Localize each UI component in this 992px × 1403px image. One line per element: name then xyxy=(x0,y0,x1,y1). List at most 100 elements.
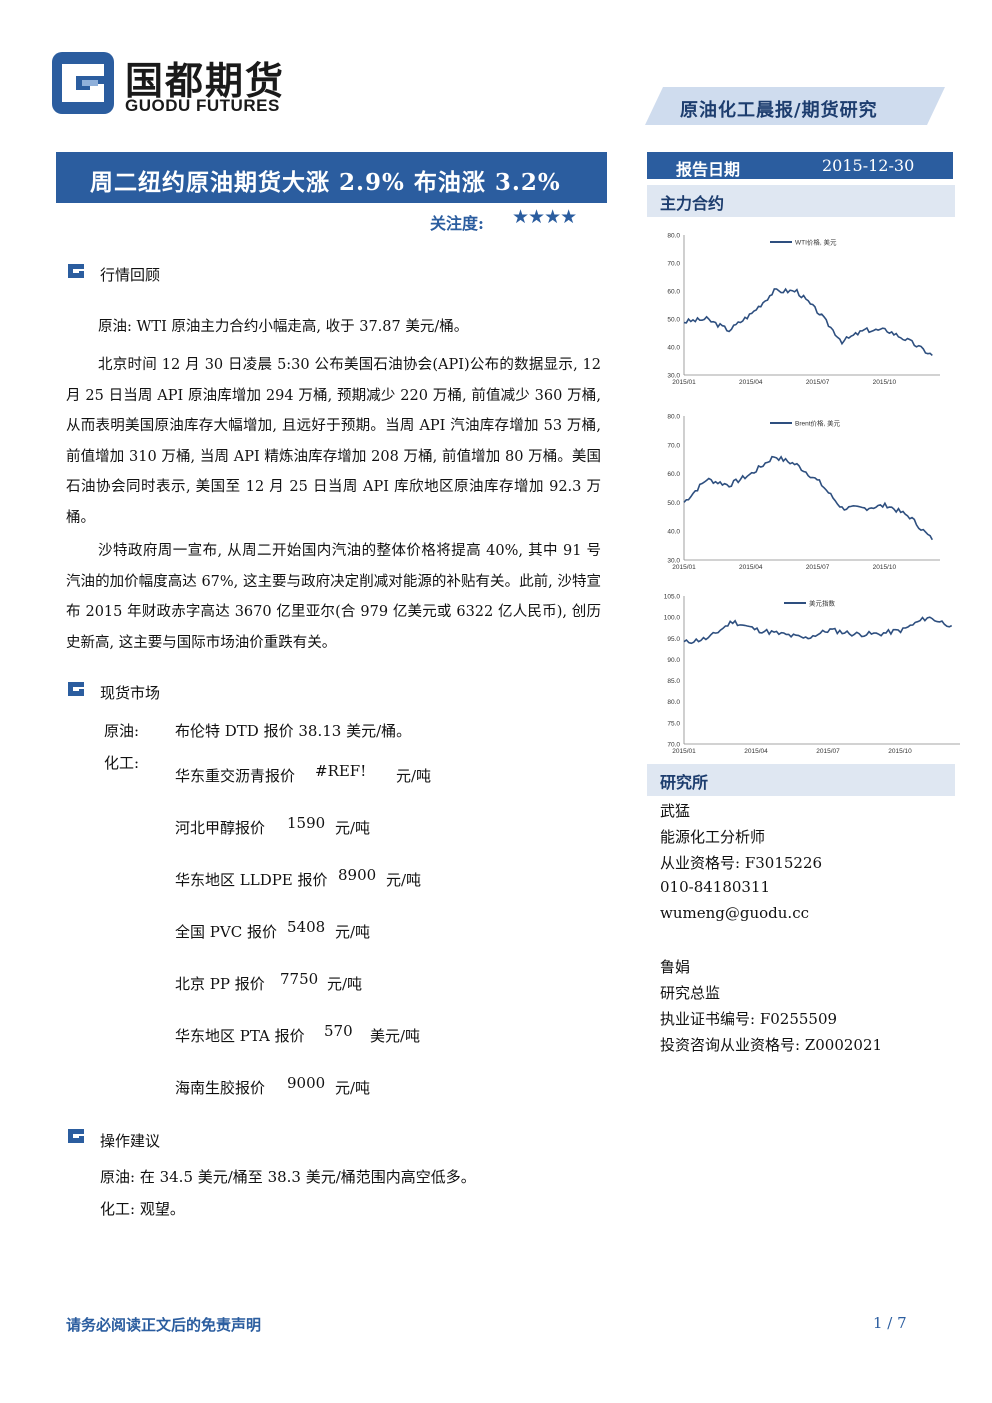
spot-chem-label: 化工: xyxy=(104,754,140,772)
x-tick-label: 2015/10 xyxy=(888,748,912,755)
spot-item-value: 5408 xyxy=(287,918,326,936)
section-title-spot: 现货市场 xyxy=(100,684,161,702)
report-type-banner xyxy=(645,87,945,125)
spot-item-value: 9000 xyxy=(287,1074,326,1092)
review-para-2: 北京时间 12 月 30 日凌晨 5:30 公布美国石油协会(API)公布的数据… xyxy=(66,357,601,526)
report-date-label: 报告日期 xyxy=(676,160,741,179)
page-number: 1 / 7 xyxy=(873,1314,907,1332)
analyst-1-email[interactable]: wumeng@guodu.cc xyxy=(660,904,809,922)
x-tick-label: 2015/07 xyxy=(816,748,840,755)
spot-item-unit: 元/吨 xyxy=(396,767,432,785)
x-tick-label: 2015/04 xyxy=(739,379,763,386)
section-bullet-icon xyxy=(68,682,84,696)
research-title: 研究所 xyxy=(660,773,709,792)
x-tick-label: 2015/01 xyxy=(672,748,696,755)
spot-item-unit: 美元/吨 xyxy=(370,1027,421,1045)
y-tick-label: 85.0 xyxy=(667,678,680,685)
y-tick-label: 70.0 xyxy=(667,442,680,449)
focus-label: 关注度: xyxy=(430,214,484,233)
y-tick-label: 60.0 xyxy=(667,471,680,478)
spot-crude-text: 布伦特 DTD 报价 38.13 美元/桶。 xyxy=(175,722,412,740)
y-tick-label: 70.0 xyxy=(667,261,680,268)
legend-label: Brent价格, 美元 xyxy=(795,419,841,428)
report-date-value: 2015-12-30 xyxy=(822,156,915,175)
x-tick-label: 2015/07 xyxy=(806,379,830,386)
section-bullet-icon xyxy=(68,1129,84,1143)
spot-crude-label: 原油: xyxy=(104,722,140,740)
spot-item-name: 华东重交沥青报价 xyxy=(175,767,296,785)
focus-stars: ★★★★ xyxy=(512,206,577,228)
spot-item-value: 7750 xyxy=(280,970,319,988)
spot-item-name: 河北甲醇报价 xyxy=(175,819,266,837)
disclaimer-link[interactable]: 请务必阅读正文后的免责声明 xyxy=(66,1316,262,1334)
spot-item-name: 全国 PVC 报价 xyxy=(175,923,277,941)
logo-text-en: GUODU FUTURES xyxy=(125,96,280,115)
section-title-advice: 操作建议 xyxy=(100,1132,161,1150)
x-tick-label: 2015/04 xyxy=(739,564,763,571)
spot-item-name: 北京 PP 报价 xyxy=(175,975,265,993)
section-title-review: 行情回顾 xyxy=(100,266,161,284)
spot-item-value: 1590 xyxy=(287,814,326,832)
logo-text-cn: 国都期货 xyxy=(125,59,286,103)
analyst-1-title: 能源化工分析师 xyxy=(660,828,766,846)
main-contract-header xyxy=(647,185,955,217)
legend-label: 美元指数 xyxy=(809,599,836,608)
spot-item-name: 华东地区 PTA 报价 xyxy=(175,1027,305,1045)
series-line xyxy=(683,287,933,356)
research-header xyxy=(647,764,955,796)
series-line xyxy=(683,616,953,645)
guodu-logo-icon xyxy=(52,52,114,114)
wti-price-chart: 30.0 40.0 50.0 60.0 70.0 80.0 2015/01 2015/04 20… xyxy=(667,233,940,386)
spot-item-unit: 元/吨 xyxy=(327,975,363,993)
y-tick-label: 90.0 xyxy=(667,657,680,664)
main-contract-title: 主力合约 xyxy=(660,194,725,213)
report-type-text: 原油化工晨报/期货研究 xyxy=(680,100,878,121)
analyst-2-cert: 执业证书编号: F0255509 xyxy=(660,1010,838,1028)
spot-item-value: 8900 xyxy=(338,866,377,884)
y-tick-label: 80.0 xyxy=(667,233,680,240)
report-date-bar xyxy=(647,152,953,179)
y-tick-label: 50.0 xyxy=(667,500,680,507)
y-tick-label: 80.0 xyxy=(667,699,680,706)
y-tick-label: 40.0 xyxy=(667,345,680,352)
dollar-index-chart: 70.0 75.0 80.0 85.0 90.0 95.0 100.0 105.0 2015/0… xyxy=(664,594,960,755)
spot-item-unit: 元/吨 xyxy=(335,923,371,941)
y-tick-label: 100.0 xyxy=(664,615,681,622)
spot-item-name: 华东地区 LLDPE 报价 xyxy=(175,871,328,889)
x-tick-label: 2015/01 xyxy=(672,564,696,571)
x-tick-label: 2015/04 xyxy=(744,748,768,755)
y-tick-label: 105.0 xyxy=(664,594,681,601)
y-tick-label: 30.0 xyxy=(667,558,680,565)
y-tick-label: 80.0 xyxy=(667,414,680,421)
title-bar xyxy=(56,152,607,203)
section-bullet-icon xyxy=(68,264,84,278)
review-para-3: 沙特政府周一宣布, 从周二开始国内汽油的整体价格将提高 40%, 其中 91 号… xyxy=(66,543,601,651)
y-tick-label: 30.0 xyxy=(667,373,680,380)
legend-label: WTI价格, 美元 xyxy=(795,238,837,247)
x-tick-label: 2015/07 xyxy=(806,564,830,571)
x-tick-label: 2015/10 xyxy=(873,379,897,386)
spot-item-unit: 元/吨 xyxy=(386,871,422,889)
spot-item-unit: 元/吨 xyxy=(335,819,371,837)
analyst-2-title: 研究总监 xyxy=(660,984,721,1002)
advice-crude: 原油: 在 34.5 美元/桶至 38.3 美元/桶范围内高空低多。 xyxy=(100,1168,476,1186)
y-tick-label: 95.0 xyxy=(667,636,680,643)
analyst-1-name: 武猛 xyxy=(660,802,691,820)
series-line xyxy=(683,455,934,541)
spot-item-name: 海南生胶报价 xyxy=(175,1079,266,1097)
x-tick-label: 2015/01 xyxy=(672,379,696,386)
spot-item-value: 570 xyxy=(324,1022,353,1040)
spot-item-unit: 元/吨 xyxy=(335,1079,371,1097)
advice-chem: 化工: 观望。 xyxy=(100,1200,185,1218)
y-tick-label: 40.0 xyxy=(667,529,680,536)
x-tick-label: 2015/10 xyxy=(873,564,897,571)
analyst-2-license: 投资咨询从业资格号: Z0002021 xyxy=(660,1036,883,1054)
analyst-2-name: 鲁娟 xyxy=(660,958,691,976)
analyst-1-license: 从业资格号: F3015226 xyxy=(660,854,823,872)
brent-price-chart: 30.0 40.0 50.0 60.0 70.0 80.0 2015/01 2015/04 20… xyxy=(667,414,940,571)
y-tick-label: 60.0 xyxy=(667,289,680,296)
y-tick-label: 70.0 xyxy=(667,742,680,749)
y-tick-label: 50.0 xyxy=(667,317,680,324)
y-tick-label: 75.0 xyxy=(667,720,680,727)
review-para-1: 原油: WTI 原油主力合约小幅走高, 收于 37.87 美元/桶。 xyxy=(98,319,469,335)
